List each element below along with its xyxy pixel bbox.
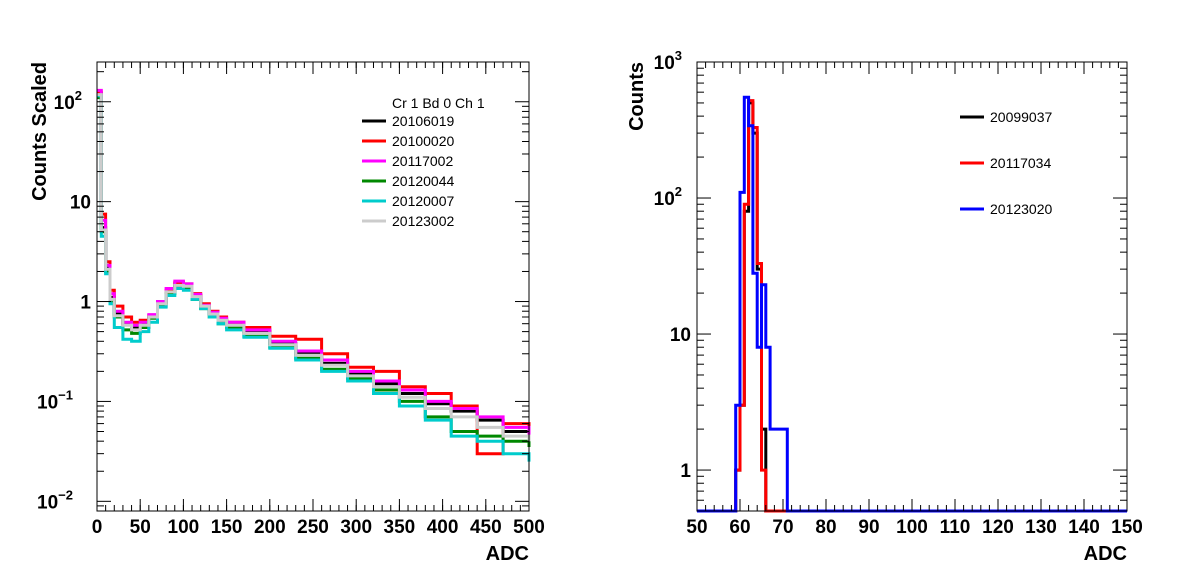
y-tick-exponent: 3 — [675, 48, 682, 63]
y-axis-title: Counts — [626, 62, 648, 131]
y-tick-base: 10 — [670, 325, 691, 346]
y-tick-exponent: 2 — [675, 184, 682, 199]
y-tick-exponent: −2 — [58, 487, 73, 502]
series-20123002-line — [97, 93, 531, 442]
y-tick-base: 10 — [654, 53, 675, 74]
y-tick-label: 102 — [54, 88, 82, 114]
y-tick-base: 1 — [680, 461, 691, 482]
series-20106019-line — [97, 92, 531, 442]
y-tick-label: 102 — [654, 184, 682, 210]
y-tick-base: 10 — [654, 189, 675, 210]
legend-label-20117034: 20117034 — [990, 155, 1051, 171]
x-tick-label: 250 — [297, 517, 329, 538]
series-20123020-line — [697, 95, 1127, 513]
y-tick-label: 1 — [80, 293, 91, 314]
x-tick-label: 100 — [168, 517, 200, 538]
x-tick-label: 70 — [772, 517, 793, 538]
x-tick-label: 130 — [1025, 517, 1057, 538]
x-tick-label: 350 — [384, 517, 416, 538]
legend: Cr 1 Bd 0 Ch 1 20106019 20100020 20117002 20… — [362, 95, 485, 229]
x-tick-label: 60 — [729, 517, 750, 538]
x-axis-title: ADC — [1084, 543, 1127, 565]
legend-label-20099037: 20099037 — [990, 109, 1053, 125]
y-tick-label: 10 — [670, 325, 691, 346]
legend-label-20106019: 20106019 — [392, 113, 455, 129]
y-tick-label: 10−2 — [37, 487, 73, 513]
series-20100020-line — [97, 90, 531, 456]
x-tick-label: 300 — [340, 517, 372, 538]
x-tick-label: 110 — [940, 517, 971, 538]
x-tick-label: 150 — [211, 517, 243, 538]
x-tick-label: 80 — [815, 517, 836, 538]
x-tick-label: 50 — [686, 517, 707, 538]
y-tick-base: 1 — [80, 293, 91, 314]
legend-label-20123020: 20123020 — [990, 201, 1053, 217]
y-tick-base: 10 — [70, 193, 91, 214]
series-20120044-line — [97, 96, 531, 447]
series-20117002-line — [97, 88, 531, 437]
legend: 20099037 20117034 20123020 — [960, 109, 1053, 217]
plot-frame — [96, 61, 530, 512]
y-axis-title: Counts Scaled — [29, 62, 51, 201]
legend-title: Cr 1 Bd 0 Ch 1 — [392, 95, 485, 111]
y-tick-base: 10 — [37, 492, 58, 513]
y-tick-label: 10−1 — [37, 387, 73, 413]
x-tick-label: 0 — [92, 517, 103, 538]
x-tick-label: 500 — [513, 517, 545, 538]
y-tick-exponent: −1 — [58, 387, 73, 402]
x-tick-label: 400 — [427, 517, 459, 538]
right-histogram-panel: 50 60 70 80 90 100 110 120 130 140 150110102103ADC… — [626, 48, 1143, 565]
x-tick-label: 150 — [1111, 517, 1143, 538]
legend-label-20120044: 20120044 — [392, 173, 455, 189]
y-tick-label: 1 — [680, 461, 691, 482]
x-tick-label: 50 — [130, 517, 151, 538]
y-tick-label: 10 — [70, 193, 91, 214]
x-tick-label: 200 — [254, 517, 286, 538]
legend-label-20123002: 20123002 — [392, 213, 455, 229]
y-tick-base: 10 — [54, 93, 75, 114]
left-histogram-panel: 0 50 100 150 200 250 300 350 400 450 50010−210−111… — [29, 61, 545, 565]
legend-label-20117002: 20117002 — [392, 153, 453, 169]
legend-label-20100020: 20100020 — [392, 133, 455, 149]
legend-label-20120007: 20120007 — [392, 193, 455, 209]
x-axis-title: ADC — [486, 543, 529, 565]
x-tick-label: 90 — [858, 517, 879, 538]
x-tick-label: 100 — [896, 517, 928, 538]
y-tick-label: 103 — [654, 48, 682, 74]
y-tick-base: 10 — [37, 392, 58, 413]
x-tick-label: 450 — [470, 517, 502, 538]
y-tick-exponent: 2 — [75, 88, 82, 103]
x-tick-label: 120 — [982, 517, 1014, 538]
x-tick-label: 140 — [1068, 517, 1100, 538]
